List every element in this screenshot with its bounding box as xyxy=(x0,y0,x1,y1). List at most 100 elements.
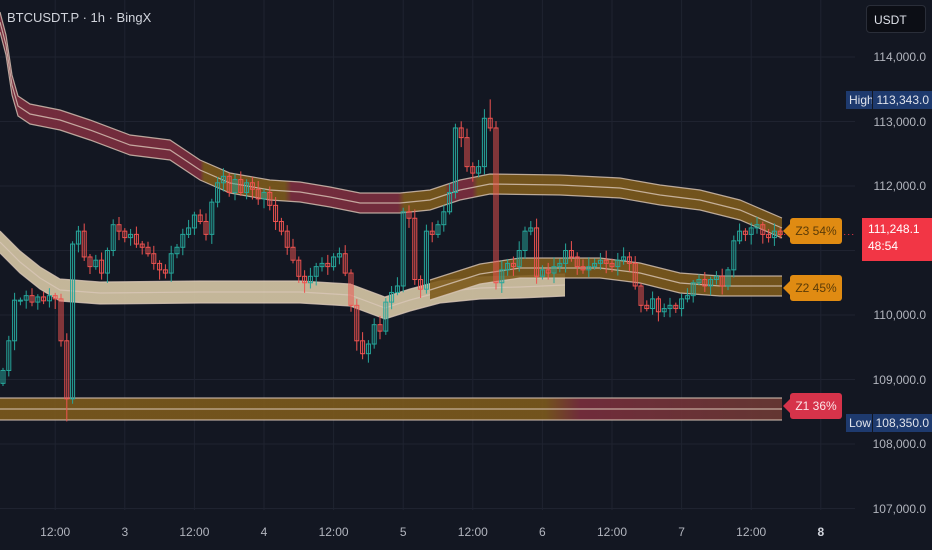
x-tick-label: 7 xyxy=(678,525,685,539)
candle-body xyxy=(563,250,569,264)
x-tick-label: 5 xyxy=(399,525,407,539)
candle-body xyxy=(644,304,650,310)
candle-body xyxy=(215,182,221,203)
candle-body xyxy=(609,262,615,268)
candle-body xyxy=(626,256,632,264)
candle-body xyxy=(87,256,93,268)
candle-body xyxy=(191,214,197,229)
candle-body xyxy=(75,230,81,245)
candle-body xyxy=(35,296,41,303)
candle-body xyxy=(423,230,429,290)
candle-body xyxy=(528,227,534,232)
zone-label: Z2 45% xyxy=(783,275,842,301)
candle-body xyxy=(557,262,563,268)
candle-body xyxy=(447,191,453,213)
candle-body xyxy=(574,256,580,268)
candle-body xyxy=(539,269,545,277)
x-tick-label: 6 xyxy=(539,525,546,539)
candle-body xyxy=(336,253,342,258)
x-tick-label: 12:00 xyxy=(596,525,628,539)
candle-body xyxy=(110,224,116,251)
candle-body xyxy=(41,296,47,302)
candle-body xyxy=(174,246,180,255)
candle-body xyxy=(731,240,737,271)
candle-body xyxy=(545,269,551,274)
x-tick-label: 3 xyxy=(121,525,129,539)
low-label: Low 108,350.0 xyxy=(846,414,932,432)
symbol-title: BTCUSDT.P · 1h · BingX xyxy=(7,10,152,25)
candle-body xyxy=(418,279,424,290)
candle-body xyxy=(93,259,99,268)
candle-body xyxy=(592,262,598,268)
divider xyxy=(872,91,873,109)
zone-label: Z3 54% xyxy=(783,218,842,244)
middle-band xyxy=(0,231,565,319)
y-tick-label: 107,000.0 xyxy=(872,501,926,516)
candle-body xyxy=(64,340,70,400)
y-tick-label: 110,000.0 xyxy=(873,308,927,322)
low-label-value: 108,350.0 xyxy=(875,416,929,430)
candle-body xyxy=(713,275,719,281)
candle-body xyxy=(470,166,476,174)
candle-body xyxy=(157,262,163,271)
candle-body xyxy=(766,233,772,239)
candle-body xyxy=(389,291,395,303)
candle-body xyxy=(505,262,511,271)
candle-body xyxy=(725,269,731,287)
currency-button[interactable]: USDT xyxy=(866,5,926,33)
candle-body xyxy=(650,298,656,310)
candle-body xyxy=(186,227,192,235)
candle-body xyxy=(464,137,470,168)
candle-body xyxy=(534,227,540,277)
candle-body xyxy=(273,204,279,222)
candle-body xyxy=(151,253,157,264)
candle-body xyxy=(522,230,528,251)
candle-body xyxy=(302,275,308,284)
candle-body xyxy=(586,266,592,271)
candle-body xyxy=(232,179,238,193)
candle-body xyxy=(632,262,638,287)
candle-body xyxy=(603,259,609,264)
x-tick-label: 8 xyxy=(817,525,825,539)
candle-body xyxy=(70,243,76,400)
high-label-key: High xyxy=(849,93,874,107)
upper-band xyxy=(0,12,782,238)
candle-body xyxy=(203,220,209,235)
candle-body xyxy=(621,256,627,261)
candle-body xyxy=(429,230,435,235)
candle-body xyxy=(638,285,644,306)
candle-body xyxy=(267,191,273,206)
candle-body xyxy=(319,262,325,268)
candle-body xyxy=(244,182,250,193)
candle-body xyxy=(331,256,337,268)
upper-band-edge xyxy=(0,11,783,219)
candle-body xyxy=(487,117,493,129)
candle-body xyxy=(180,233,186,248)
candle-body xyxy=(261,191,267,200)
candle-body xyxy=(226,175,232,193)
candle-body xyxy=(655,298,661,313)
candle-body xyxy=(81,230,87,258)
y-tick-label: 113,000.0 xyxy=(873,114,927,129)
candle-body xyxy=(742,230,748,235)
candle-body xyxy=(360,340,366,355)
candle-body xyxy=(748,227,754,235)
x-tick-label: 12:00 xyxy=(318,525,349,539)
candle-body xyxy=(412,217,418,281)
candle-body xyxy=(122,230,128,239)
candle-body xyxy=(313,266,319,277)
candle-body xyxy=(99,259,105,274)
candle-body xyxy=(708,279,714,287)
candle-body xyxy=(209,201,215,235)
candle-body xyxy=(452,127,458,193)
candle-body xyxy=(342,253,348,274)
last-price-value: 111,248.1 xyxy=(868,222,920,236)
candle-body xyxy=(296,259,302,277)
candle-body xyxy=(6,340,12,371)
candle-body xyxy=(249,182,255,190)
x-tick-label: 12:00 xyxy=(179,525,210,539)
candle-body xyxy=(255,188,261,200)
last-price-label: 111,248.1 48:54 xyxy=(862,218,932,261)
